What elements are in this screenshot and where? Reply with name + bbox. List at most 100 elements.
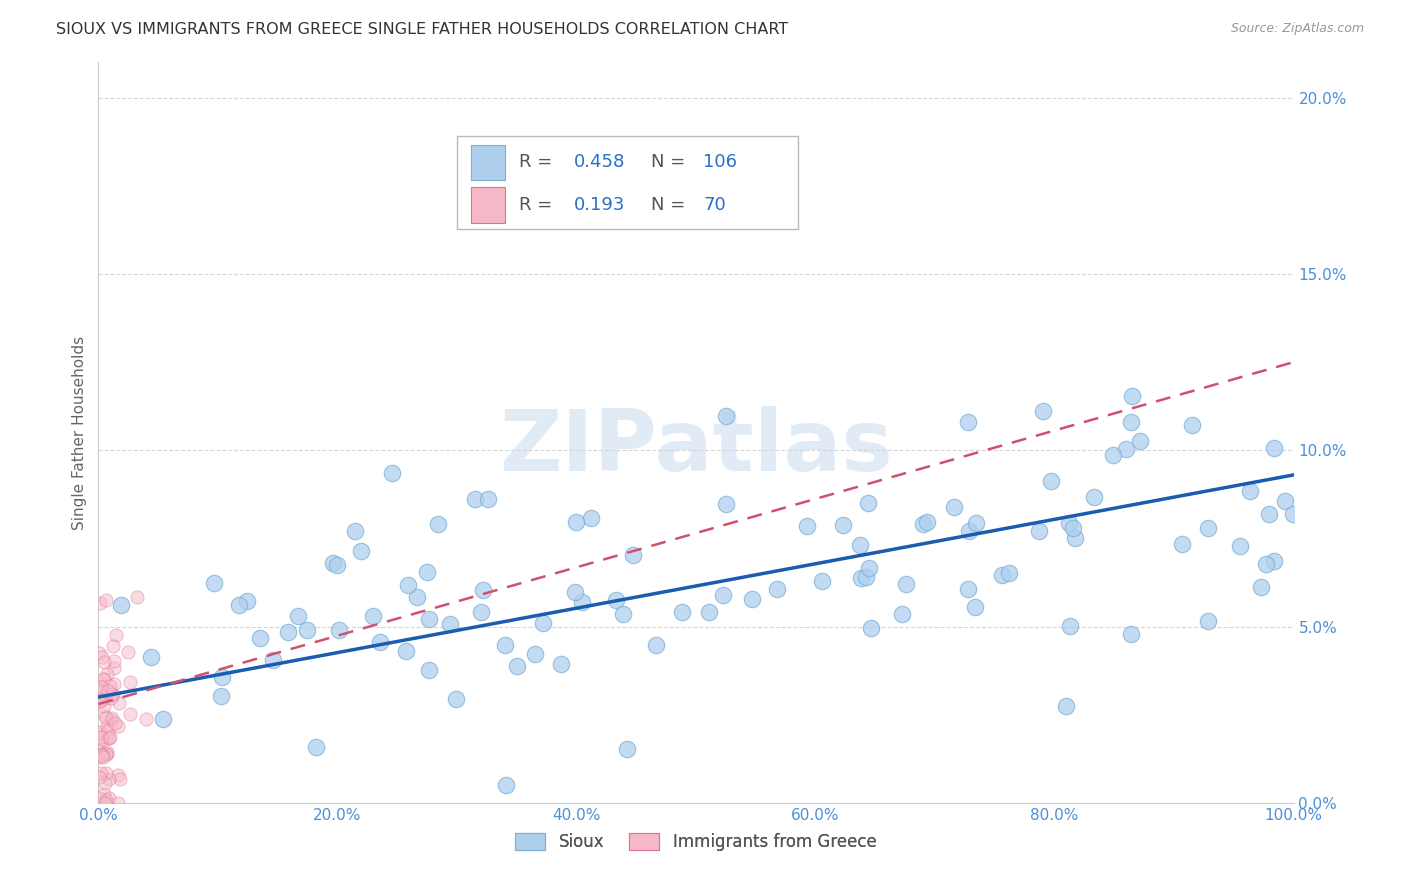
Point [851, 571, 873, 585]
Point [108, 696, 131, 710]
Point [104, 715, 127, 730]
Point [87, 726, 110, 740]
Point [108, 772, 131, 787]
Point [1063, 531, 1085, 545]
Point [957, 415, 980, 429]
Y-axis label: Single Father Households: Single Father Households [72, 335, 87, 530]
Point [524, 647, 547, 661]
Point [415, 565, 437, 579]
Point [1057, 516, 1080, 530]
Legend: Sioux, Immigrants from Greece: Sioux, Immigrants from Greece [509, 826, 883, 857]
Point [363, 609, 385, 624]
Point [765, 582, 787, 597]
Point [1274, 494, 1296, 508]
Point [495, 638, 517, 652]
Point [125, 590, 148, 604]
Point [100, 690, 122, 705]
Point [93, 655, 115, 669]
Point [894, 576, 917, 591]
FancyBboxPatch shape [471, 145, 505, 180]
Point [96, 796, 118, 810]
Point [96, 745, 118, 759]
Point [444, 692, 467, 706]
Point [98, 791, 121, 805]
Point [326, 558, 349, 573]
Point [956, 582, 979, 596]
Point [1197, 521, 1219, 535]
Point [571, 594, 593, 608]
Point [395, 643, 418, 657]
Point [1256, 557, 1278, 571]
Point [96, 747, 118, 761]
Point [477, 491, 499, 506]
Point [349, 544, 371, 558]
Point [90, 748, 112, 763]
Point [1171, 536, 1194, 550]
FancyBboxPatch shape [471, 187, 505, 223]
Point [1059, 619, 1081, 633]
Point [295, 623, 318, 637]
Text: R =: R = [519, 153, 558, 171]
Text: 0.193: 0.193 [574, 196, 626, 214]
Point [621, 548, 644, 562]
Point [98, 679, 121, 693]
Point [100, 713, 122, 727]
Point [550, 657, 572, 671]
Point [101, 689, 124, 703]
Point [418, 663, 440, 677]
Point [90, 679, 112, 693]
Point [1239, 484, 1261, 499]
Point [89, 744, 111, 758]
Point [811, 574, 834, 588]
Point [848, 538, 870, 552]
Point [796, 518, 818, 533]
Point [1102, 448, 1125, 462]
Text: N =: N = [651, 153, 690, 171]
Point [104, 628, 127, 642]
Point [1062, 520, 1084, 534]
Point [860, 621, 883, 635]
Point [91, 732, 114, 747]
Point [91, 746, 114, 760]
Point [1028, 524, 1050, 539]
Point [97, 724, 120, 739]
Point [991, 567, 1014, 582]
Point [942, 500, 965, 515]
Point [209, 689, 232, 703]
Point [858, 560, 880, 574]
Point [855, 570, 877, 584]
Point [107, 719, 129, 733]
Point [322, 557, 344, 571]
Point [1181, 418, 1204, 433]
Point [304, 739, 326, 754]
Point [644, 638, 666, 652]
Point [135, 712, 157, 726]
FancyBboxPatch shape [457, 136, 797, 229]
Point [89, 595, 111, 609]
Point [87, 694, 110, 708]
Point [1121, 415, 1143, 429]
Text: ZIPatlas: ZIPatlas [499, 406, 893, 489]
Point [1282, 507, 1305, 521]
Point [101, 687, 124, 701]
Point [856, 496, 879, 510]
Point [91, 649, 114, 664]
Point [202, 576, 225, 591]
Text: 106: 106 [703, 153, 737, 171]
Point [1129, 434, 1152, 449]
Point [87, 791, 110, 805]
Point [87, 683, 110, 698]
Point [90, 765, 112, 780]
Point [915, 515, 938, 529]
Point [405, 591, 427, 605]
Point [612, 607, 634, 621]
Point [236, 594, 259, 608]
Point [103, 661, 125, 675]
Point [139, 649, 162, 664]
Point [101, 639, 124, 653]
Point [96, 719, 118, 733]
Point [96, 766, 118, 780]
Point [472, 582, 495, 597]
Point [262, 653, 284, 667]
Point [1032, 404, 1054, 418]
